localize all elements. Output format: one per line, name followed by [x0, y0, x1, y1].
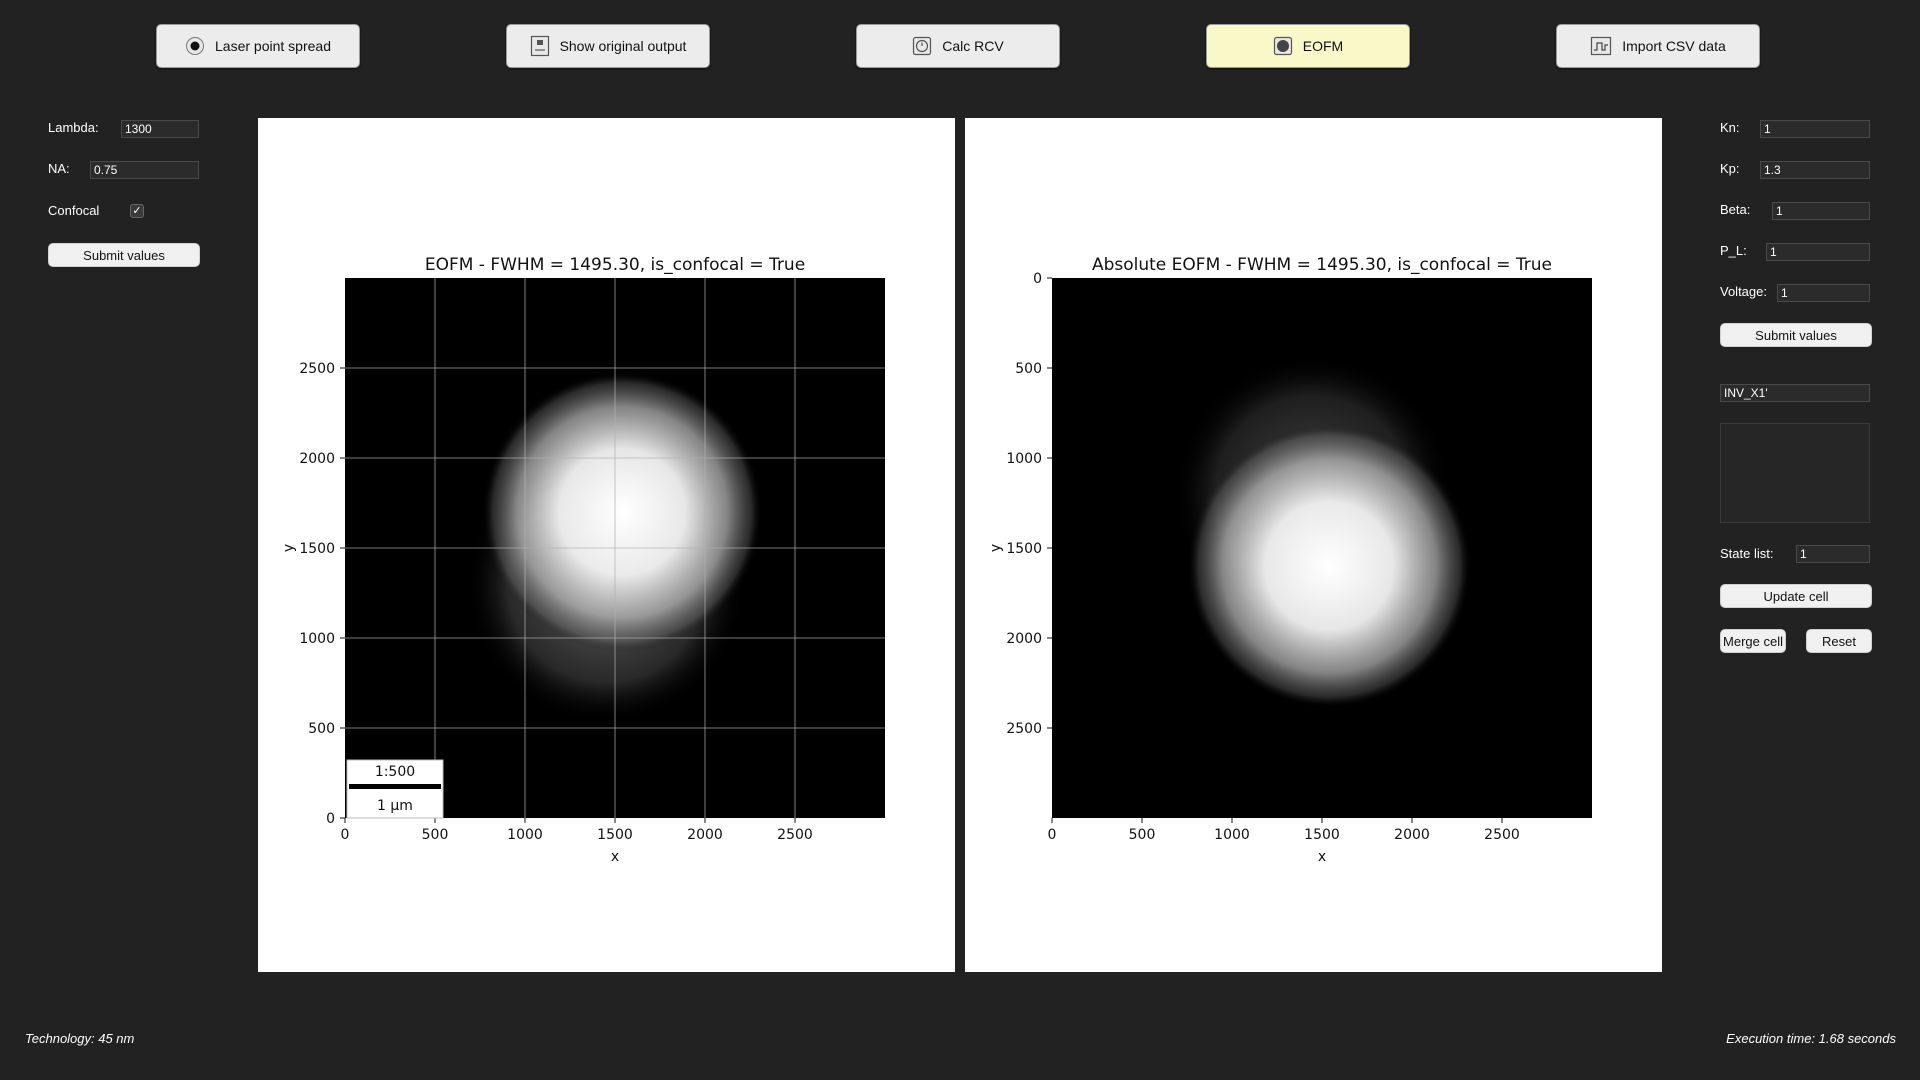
- x-tick-label: 0: [1048, 827, 1057, 843]
- cell-name-input[interactable]: [1720, 384, 1870, 402]
- x-tick-label: 0: [341, 827, 350, 843]
- x-tick-label: 2000: [687, 827, 723, 843]
- pl-input[interactable]: [1766, 243, 1870, 261]
- kp-input[interactable]: [1760, 161, 1870, 179]
- import-csv-data-button[interactable]: Import CSV data: [1556, 24, 1760, 68]
- eofm-label: EOFM: [1302, 38, 1344, 54]
- pl-label: P_L:: [1720, 243, 1747, 258]
- eofm-button[interactable]: EOFM: [1206, 24, 1410, 68]
- y-tick-label: 1000: [299, 631, 335, 647]
- merge-cell-button[interactable]: Merge cell: [1720, 629, 1786, 653]
- y-tick-label: 2500: [1006, 721, 1042, 737]
- y-tick-label: 2000: [1006, 631, 1042, 647]
- x-tick-label: 1000: [1214, 827, 1250, 843]
- execution-time-status: Execution time: 1.68 seconds: [1726, 1031, 1896, 1046]
- eofm-x-axis-label: x: [611, 849, 619, 865]
- x-tick-label: 2000: [1394, 827, 1430, 843]
- absolute-eofm-y-ticks: 0 500 1000 1500 2000 2500: [1006, 271, 1052, 737]
- y-tick-label: 1000: [1006, 451, 1042, 467]
- show-original-output-label: Show original output: [559, 38, 687, 54]
- lambda-input[interactable]: [121, 120, 199, 138]
- na-label: NA:: [48, 161, 70, 176]
- eofm-y-axis-label: y: [281, 544, 297, 552]
- kp-label: Kp:: [1720, 161, 1740, 176]
- absolute-eofm-chart-title: Absolute EOFM - FWHM = 1495.30, is_confo…: [1092, 255, 1552, 275]
- y-tick-label: 500: [308, 721, 335, 737]
- laser-point-spread-button[interactable]: Laser point spread: [156, 24, 360, 68]
- calc-rcv-button[interactable]: Calc RCV: [856, 24, 1060, 68]
- y-tick-label: 500: [1015, 361, 1042, 377]
- submit-values-button-right[interactable]: Submit values: [1720, 323, 1872, 347]
- y-tick-label: 0: [326, 811, 335, 827]
- absolute-eofm-x-ticks: 0 500 1000 1500 2000 2500: [1048, 818, 1520, 843]
- eofm-grid: [345, 278, 885, 818]
- absolute-eofm-main-spot: [1187, 423, 1472, 709]
- kn-input[interactable]: [1760, 120, 1870, 138]
- calc-rcv-label: Calc RCV: [942, 38, 1004, 54]
- x-tick-label: 2500: [777, 827, 813, 843]
- eofm-x-ticks: 0 500 1000 1500 2000 2500: [341, 818, 813, 843]
- lambda-label: Lambda:: [48, 120, 99, 135]
- x-tick-label: 500: [1129, 827, 1156, 843]
- na-input[interactable]: [90, 161, 199, 179]
- x-tick-label: 500: [422, 827, 449, 843]
- show-original-output-button[interactable]: Show original output: [506, 24, 710, 68]
- x-tick-label: 1500: [1304, 827, 1340, 843]
- confocal-checkbox[interactable]: ✓: [130, 204, 144, 218]
- eofm-icon: [1273, 36, 1292, 56]
- state-list-input[interactable]: [1796, 545, 1870, 563]
- scale-bar-ratio: 1:500: [375, 764, 415, 780]
- absolute-eofm-y-axis-label: y: [988, 544, 1004, 552]
- reset-button[interactable]: Reset: [1806, 629, 1872, 653]
- clock-icon: [913, 36, 932, 56]
- radio-dot-icon: [186, 37, 205, 55]
- y-tick-label: 2000: [299, 451, 335, 467]
- state-list-label: State list:: [1720, 546, 1774, 561]
- submit-values-button-left[interactable]: Submit values: [48, 243, 200, 267]
- y-tick-label: 1500: [299, 541, 335, 557]
- x-tick-label: 2500: [1484, 827, 1520, 843]
- import-csv-data-label: Import CSV data: [1622, 38, 1726, 54]
- scale-bar-length: 1 µm: [377, 798, 413, 814]
- y-tick-label: 1500: [1006, 541, 1042, 557]
- x-tick-label: 1500: [597, 827, 633, 843]
- eofm-chart: EOFM - FWHM = 1495.30, is_confocal = Tru…: [281, 255, 885, 865]
- absolute-eofm-chart: Absolute EOFM - FWHM = 1495.30, is_confo…: [988, 255, 1592, 865]
- laser-point-spread-label: Laser point spread: [215, 38, 331, 54]
- eofm-y-ticks: 0 500 1000 1500 2000 2500: [299, 361, 345, 827]
- voltage-input[interactable]: [1777, 284, 1870, 302]
- update-cell-button[interactable]: Update cell: [1720, 584, 1872, 608]
- cell-text-area[interactable]: [1720, 423, 1870, 523]
- absolute-eofm-plot-panel: Absolute EOFM - FWHM = 1495.30, is_confo…: [965, 118, 1662, 972]
- eofm-main-spot: [481, 371, 763, 653]
- waveform-icon: [1591, 36, 1612, 56]
- x-tick-label: 1000: [507, 827, 543, 843]
- voltage-label: Voltage:: [1720, 284, 1767, 299]
- kn-label: Kn:: [1720, 120, 1740, 135]
- absolute-eofm-x-axis-label: x: [1318, 849, 1326, 865]
- y-tick-label: 0: [1033, 271, 1042, 287]
- confocal-label: Confocal: [48, 203, 100, 218]
- scale-bar: 1:500 1 µm: [346, 759, 444, 819]
- beta-input[interactable]: [1772, 202, 1870, 220]
- eofm-plot-panel: EOFM - FWHM = 1495.30, is_confocal = Tru…: [258, 118, 955, 972]
- eofm-chart-title: EOFM - FWHM = 1495.30, is_confocal = Tru…: [425, 255, 805, 275]
- output-icon: [530, 35, 549, 57]
- technology-status: Technology: 45 nm: [25, 1031, 135, 1046]
- y-tick-label: 2500: [299, 361, 335, 377]
- beta-label: Beta:: [1720, 202, 1751, 217]
